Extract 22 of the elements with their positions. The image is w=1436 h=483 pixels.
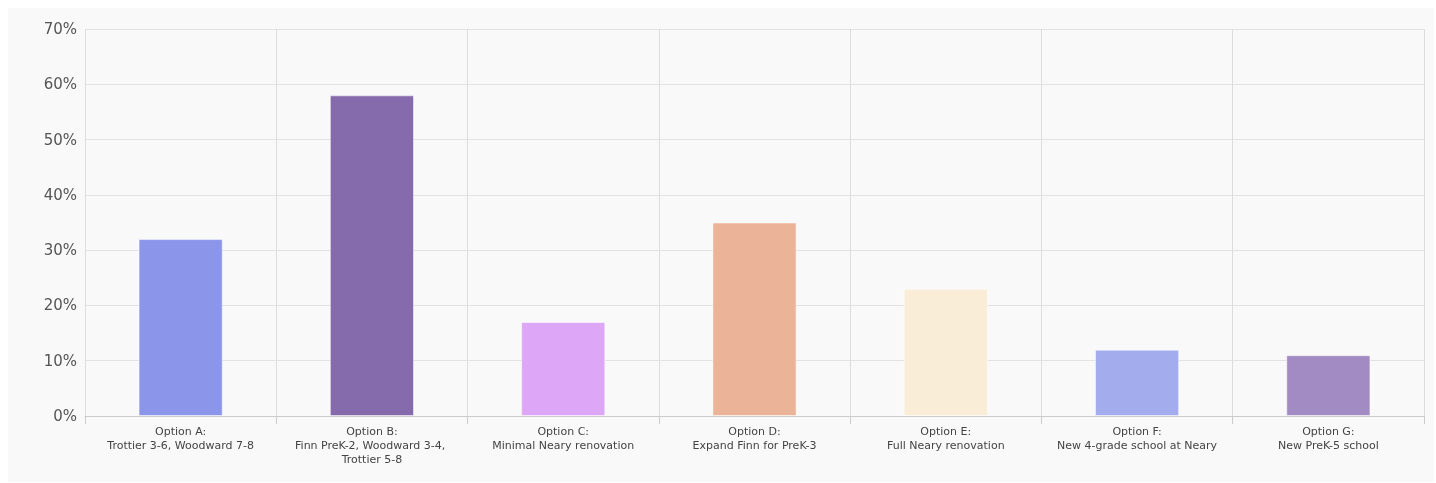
y-tick-label: 20%	[43, 296, 77, 315]
bar	[521, 322, 606, 416]
x-tick-label: Option E: Full Neary renovation	[886, 424, 1005, 452]
x-tick-label: Option A: Trottier 3-6, Woodward 7-8	[106, 424, 255, 452]
y-tick-label: 10%	[43, 351, 77, 370]
x-tick-label: Option B: Finn PreK-2, Woodward 3-4, Trottier 5-8	[295, 424, 449, 466]
bar	[1286, 355, 1371, 416]
bar	[1094, 349, 1180, 416]
bar	[138, 239, 223, 416]
bar	[329, 95, 415, 416]
y-tick-label: 70%	[43, 20, 77, 38]
y-tick-label: 50%	[43, 130, 77, 149]
x-tick-label: Option G: New PreK-5 school	[1277, 424, 1379, 452]
y-tick-label: 0%	[53, 407, 77, 425]
x-tick-label: Option C: Minimal Neary renovation	[492, 424, 635, 452]
y-tick-label: 30%	[43, 241, 77, 260]
y-tick-label: 40%	[43, 185, 77, 204]
y-tick-label: 60%	[43, 75, 77, 94]
x-tick-label: Option F: New 4-grade school at Neary	[1057, 424, 1218, 452]
x-tick-label: Option D: Expand Finn for PreK-3	[692, 424, 817, 452]
bar	[903, 288, 988, 416]
bar	[712, 222, 797, 416]
